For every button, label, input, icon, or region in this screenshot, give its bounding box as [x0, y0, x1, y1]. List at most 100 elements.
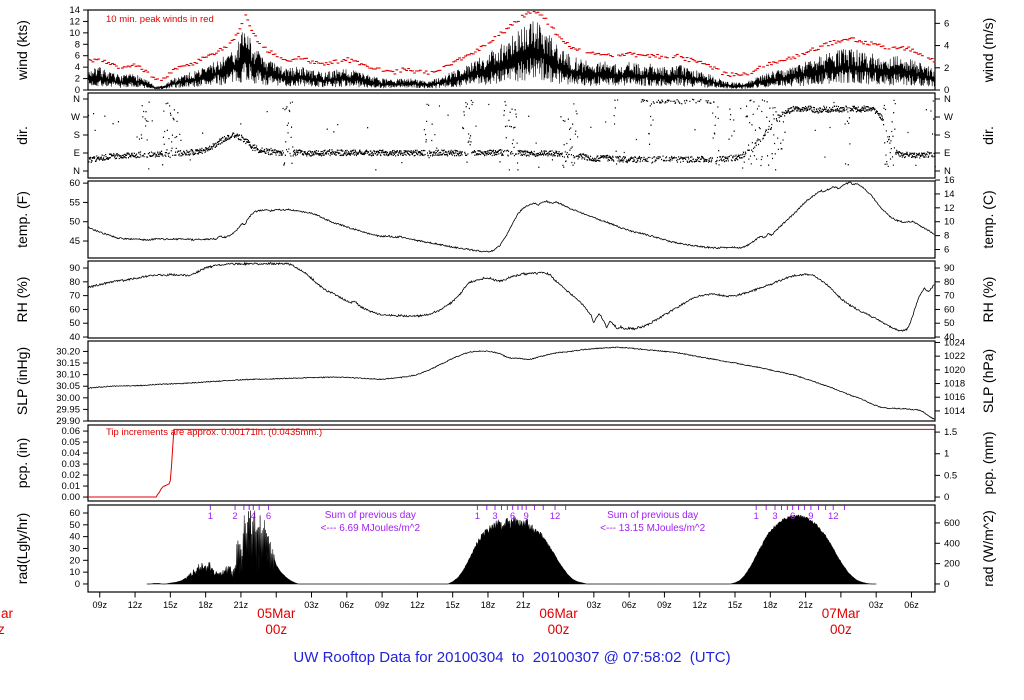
rad-sum-annotation-1-line2: <--- 6.69 MJoules/m^2: [321, 523, 421, 534]
dir-right-tick: S: [944, 130, 950, 141]
wind-left-tick: 2: [75, 74, 80, 85]
rh-right-tick: 50: [944, 318, 955, 329]
x-hour-label: 06z: [904, 600, 919, 610]
humidity-trace: [87, 261, 935, 332]
pcp-left-tick: 0.06: [62, 426, 81, 437]
wind-left-tick: 8: [75, 39, 80, 50]
x-hour-label: 21z: [798, 600, 813, 610]
rad-hour-mark-label: 2: [232, 511, 237, 522]
x-hour-label: 15z: [163, 600, 178, 610]
slp-right-tick: 1014: [944, 406, 965, 417]
rh-left-tick: 50: [69, 318, 80, 329]
pcp-left-tick: 0.04: [62, 448, 81, 459]
rh-left-tick: 80: [69, 277, 80, 288]
x-hour-label: 15z: [728, 600, 743, 610]
temp-left-tick: 60: [69, 178, 80, 189]
slp-right-axis-label: SLP (hPa): [980, 349, 996, 413]
wind-left-tick: 6: [75, 51, 80, 62]
pressure-trace: [87, 346, 935, 420]
temp-right-tick: 10: [944, 217, 955, 228]
dir-right-axis-label: dir.: [980, 126, 996, 145]
wind-left-tick: 10: [69, 28, 80, 39]
rad-sum-annotation-2-line2: <--- 13.15 MJoules/m^2: [600, 523, 705, 534]
x-date-label-z: 00z: [265, 622, 287, 637]
dir-right-tick: E: [944, 148, 950, 159]
pcp-right-tick: 0: [944, 492, 949, 503]
rad-left-tick: 40: [69, 532, 80, 543]
temp-right-tick: 6: [944, 245, 949, 256]
rh-left-tick: 40: [69, 332, 80, 343]
wind-right-tick: 6: [944, 18, 949, 29]
rad-right-axis-label: rad (W/m^2): [980, 510, 996, 587]
rad-left-tick: 60: [69, 508, 80, 519]
panel-pcp-frame: [87, 424, 936, 502]
wind-peak-annotation: 10 min. peak winds in red: [106, 14, 214, 25]
pcp-left-tick: 0.00: [62, 492, 81, 503]
pcp-right-tick: 0.5: [944, 470, 957, 481]
wind-right-tick: 0: [944, 85, 949, 96]
wind-peak-dashes: [87, 11, 936, 81]
rh-right-tick: 40: [944, 332, 955, 343]
rad-hour-mark-label: 1: [475, 511, 480, 522]
temp-left-tick: 50: [69, 217, 80, 228]
rad-sum-annotation-1-line1: Sum of previous day: [325, 510, 416, 521]
pcp-left-tick: 0.03: [62, 459, 81, 470]
pcp-left-tick: 0.02: [62, 470, 81, 481]
x-hour-label: 12z: [128, 600, 143, 610]
temp-right-tick: 14: [944, 189, 955, 200]
wind-left-tick: 4: [75, 62, 80, 73]
rh-right-tick: 60: [944, 304, 955, 315]
pcp-left-tick: 0.05: [62, 437, 81, 448]
slp-right-tick: 1016: [944, 392, 965, 403]
panel-pcp: 0.000.010.020.030.040.050.06 0 0.5 1 1.5 pcp.…: [14, 424, 996, 503]
pcp-right-axis-label: pcp. (mm): [980, 432, 996, 495]
temp-right-tick: 8: [944, 231, 949, 242]
rh-right-tick: 80: [944, 277, 955, 288]
rad-right-tick: 400: [944, 538, 960, 549]
dir-left-tick: W: [71, 112, 80, 123]
x-hour-label: 09z: [93, 600, 108, 610]
rad-left-axis-label: rad(Lgly/hr): [14, 513, 30, 585]
x-date-label: 06Mar: [539, 606, 578, 621]
slp-left-tick: 30.10: [56, 370, 80, 381]
temp-right-tick: 16: [944, 175, 955, 186]
rh-left-tick: 70: [69, 291, 80, 302]
wind-speed-trace: [87, 21, 935, 90]
slp-left-tick: 30.05: [56, 381, 80, 392]
dir-right-tick: N: [944, 94, 951, 105]
pcp-left-tick: 0.01: [62, 481, 81, 492]
slp-left-tick: 30.20: [56, 346, 80, 357]
x-date-label: 04Mar: [0, 606, 14, 621]
rad-right-tick: 600: [944, 518, 960, 529]
temp-left-tick: 55: [69, 197, 80, 208]
x-date-label-z: 00z: [830, 622, 852, 637]
x-date-label: 05Mar: [257, 606, 296, 621]
rh-left-tick: 90: [69, 263, 80, 274]
dir-left-tick: E: [74, 148, 80, 159]
wind-left-tick: 12: [69, 16, 80, 27]
panel-rh-frame: [87, 260, 936, 339]
panel-temp: 45 50 55 60 6 8 10 12 14 16 temp. (F) temp. (C): [14, 175, 996, 259]
x-hour-label: 12z: [410, 600, 425, 610]
temp-left-axis-label: temp. (F): [14, 191, 30, 248]
x-hour-label: 09z: [657, 600, 672, 610]
radiation-area: [146, 510, 877, 585]
wind-left-tick: 14: [69, 5, 80, 16]
temp-right-axis-label: temp. (C): [980, 190, 996, 248]
rh-right-axis-label: RH (%): [980, 277, 996, 323]
pcp-right-tick: 1.5: [944, 427, 957, 438]
precip-trace: [88, 428, 935, 498]
rad-hour-mark-label: 6: [510, 511, 515, 522]
x-date-label-z: 00z: [548, 622, 570, 637]
panel-slp-frame: [87, 340, 936, 422]
x-hour-label: 03z: [869, 600, 884, 610]
rad-left-tick: 50: [69, 520, 80, 531]
x-hour-label: 06z: [622, 600, 637, 610]
rad-hour-mark-label: 12: [550, 511, 561, 522]
dir-right-tick: N: [944, 166, 951, 177]
wind-right-tick: 4: [944, 41, 949, 52]
x-date-label-z: 00z: [0, 622, 5, 637]
x-hour-label: 09z: [375, 600, 390, 610]
